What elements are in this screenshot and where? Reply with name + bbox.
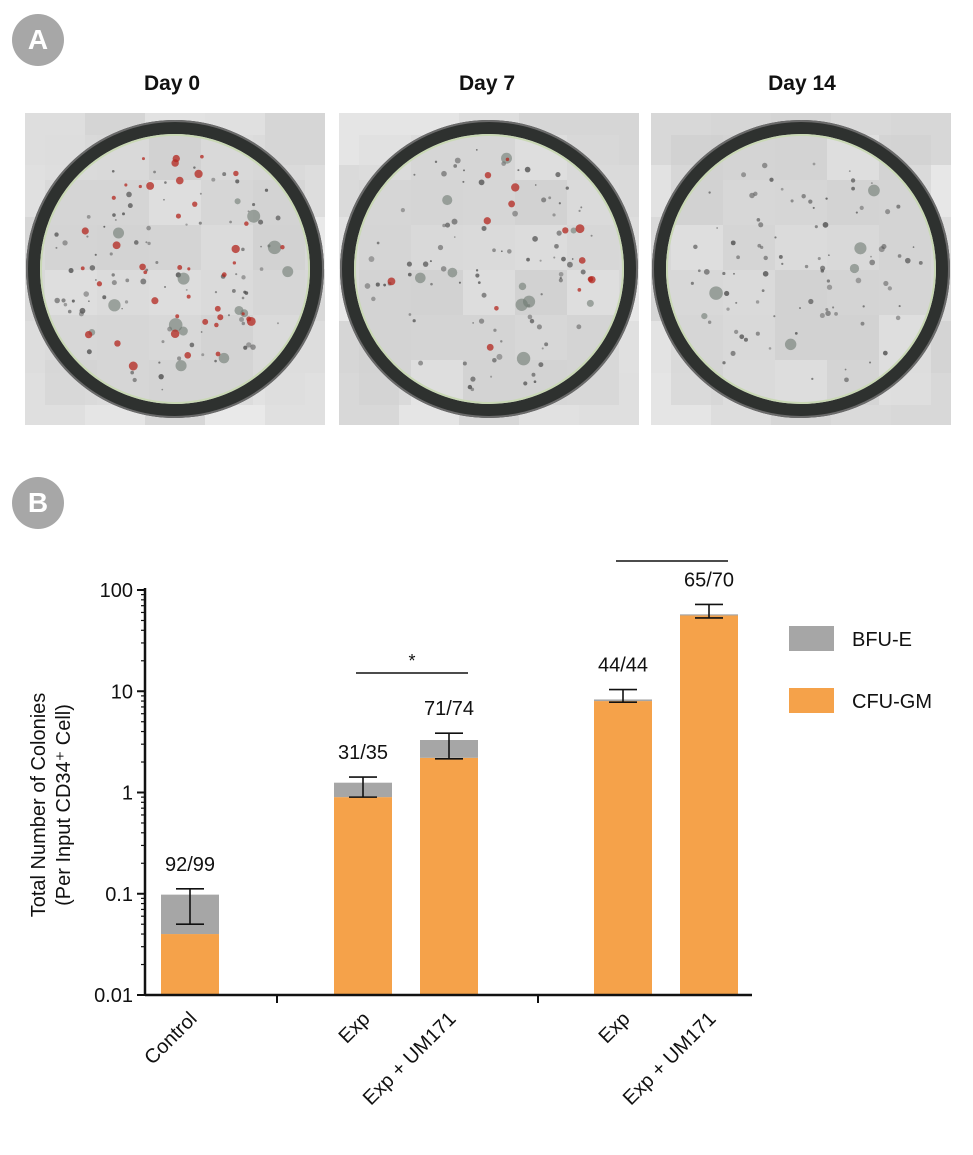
image-title-day-7: Day 7 (458, 72, 516, 95)
legend-label: CFU-GM (852, 691, 932, 713)
bar-cfu-gm (680, 615, 738, 995)
legend-swatch (789, 688, 834, 713)
y-tick-label: 10 (111, 681, 133, 703)
significance-star: * (408, 651, 415, 671)
y-tick-label: 100 (100, 580, 133, 602)
bar-cfu-gm (594, 701, 652, 995)
image-title-day-0: Day 0 (143, 72, 201, 95)
bar-annotation: 44/44 (598, 655, 648, 677)
bar-cfu-gm (334, 797, 392, 995)
y-axis-label-units: (Per Input CD34⁺ Cell) (53, 704, 75, 906)
y-axis-label: Total Number of Colonies (28, 693, 50, 918)
bar-annotation: 92/99 (165, 854, 215, 876)
x-category-label: Exp (595, 1008, 635, 1048)
bar-annotation: 71/74 (424, 698, 474, 720)
culture-dish-image-day-7 (339, 113, 639, 425)
y-tick-label: 1 (122, 783, 133, 805)
bar-cfu-gm (420, 757, 478, 995)
x-category-label: Control (140, 1008, 201, 1069)
culture-dish-image-day-0 (25, 113, 325, 425)
bar-annotation: 31/35 (338, 742, 388, 764)
y-tick-label: 0.1 (105, 884, 133, 906)
legend-swatch (789, 626, 834, 651)
y-tick-label: 0.01 (94, 985, 133, 1007)
x-category-label: Exp (335, 1008, 375, 1048)
panel-b-badge: B (12, 477, 64, 529)
bar-annotation: 65/70 (684, 569, 734, 591)
legend-label: BFU-E (852, 629, 912, 651)
bar-cfu-gm (161, 934, 219, 995)
image-title-day-14: Day 14 (768, 72, 836, 95)
panel-a-badge: A (12, 14, 64, 66)
culture-dish-image-day-14 (651, 113, 951, 425)
